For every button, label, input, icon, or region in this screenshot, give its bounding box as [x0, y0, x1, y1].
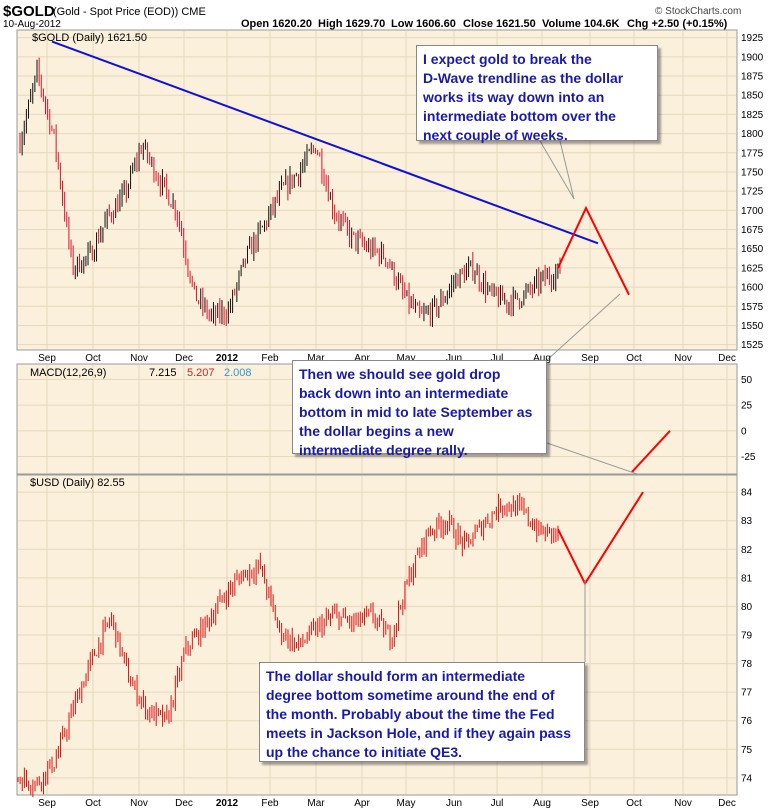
gold-y-tick-label: 1800 [741, 129, 764, 140]
gold-x-tick-label: Sep [38, 353, 56, 364]
usd-x-tick-label: May [397, 798, 416, 809]
macd-callout-pointer-usd [546, 442, 638, 475]
usd-x-tick-label: Oct [626, 798, 642, 809]
gold-x-tick-label: Jun [446, 353, 462, 364]
usd-y-tick-label: 79 [741, 631, 753, 642]
usd-x-tick-label: Aug [533, 798, 551, 809]
usd-panel-title: $USD (Daily) 82.55 [30, 477, 125, 489]
gold-y-tick-label: 1925 [741, 33, 764, 44]
macd-y-tick-label: 0 [741, 426, 747, 437]
macd-value: 7.215 [149, 367, 177, 379]
usd-y-tick-label: 75 [741, 745, 753, 756]
gold-y-tick-label: 1600 [741, 283, 764, 294]
stockcharts-logo: © StockCharts.com [655, 6, 741, 17]
chart-date: 10-Aug-2012 [3, 19, 61, 30]
gold-x-tick-label: Dec [718, 353, 736, 364]
gold-price-bars [19, 57, 561, 328]
macd-y-tick-label: 25 [741, 401, 753, 412]
usd-x-tick-label: Dec [175, 798, 193, 809]
macd-histogram-value: 2.008 [224, 367, 252, 379]
usd-price-bars [17, 493, 559, 798]
gold-annotation-callout: I expect gold to break the D-Wave trendl… [416, 45, 658, 143]
gold-y-tick-label: 1725 [741, 187, 764, 198]
gold-x-tick-label: 2012 [216, 353, 239, 364]
gold-x-tick-label: Nov [130, 353, 148, 364]
usd-y-tick-label: 82 [741, 545, 753, 556]
usd-x-tick-label: Oct [85, 798, 101, 809]
gold-x-tick-label: Sep [581, 353, 599, 364]
chart-description: (Gold - Spot Price (EOD)) CME [53, 6, 206, 18]
gold-y-tick-label: 1575 [741, 302, 764, 313]
quote-open: Open 1620.20 [241, 18, 312, 30]
usd-annotation-callout: The dollar should form an intermediate d… [259, 662, 585, 762]
usd-y-tick-label: 84 [741, 488, 753, 499]
quote-high: High 1629.70 [318, 18, 385, 30]
gold-x-tick-label: May [397, 353, 416, 364]
trend-overlays [51, 40, 644, 662]
macd-y-tick-label: -25 [741, 452, 756, 463]
quote-change: Chg +2.50 (+0.15%) [627, 18, 728, 30]
gold-x-tick-label: Dec [175, 353, 193, 364]
gold-y-tick-label: 1675 [741, 225, 764, 236]
gold-y-tick-label: 1700 [741, 206, 764, 217]
gold-y-tick-label: 1850 [741, 91, 764, 102]
d-wave-trendline [51, 40, 599, 245]
macd-projection-line [631, 430, 671, 473]
gold-y-tick-label: 1750 [741, 167, 764, 178]
gold-x-tick-label: Feb [261, 353, 279, 364]
gold-x-tick-label: Apr [354, 353, 370, 364]
gold-y-tick-label: 1625 [741, 263, 764, 274]
gold-x-tick-label: Oct [85, 353, 101, 364]
usd-x-tick-label: Nov [130, 798, 148, 809]
gold-callout-pointer [539, 140, 575, 200]
gold-x-tick-label: Nov [674, 353, 692, 364]
usd-y-tick-label: 81 [741, 573, 753, 584]
macd-signal-value: 5.207 [187, 367, 215, 379]
usd-x-tick-label: Apr [354, 798, 370, 809]
gold-x-tick-label: Jul [491, 353, 504, 364]
macd-panel-title: MACD(12,26,9) [30, 367, 106, 379]
usd-x-tick-label: Sep [581, 798, 599, 809]
gold-y-tick-label: 1825 [741, 110, 764, 121]
usd-y-tick-label: 76 [741, 716, 753, 727]
gold-x-tick-label: Mar [307, 353, 325, 364]
chart-symbol: $GOLD [3, 3, 55, 20]
usd-x-tick-label: Jun [446, 798, 462, 809]
quote-volume: Volume 104.6K [542, 18, 619, 30]
gold-x-tick-label: Aug [533, 353, 551, 364]
gold-callout-pointer [559, 140, 575, 200]
quote-low: Low 1606.60 [391, 18, 456, 30]
axis-labels: Sep Sep Oct Oct Nov Nov Dec Dec 2012 2012 Feb Feb Ma… [38, 33, 764, 809]
macd-annotation-callout: Then we should see gold drop back down i… [292, 360, 547, 458]
usd-x-tick-label: Dec [718, 798, 736, 809]
usd-y-tick-label: 77 [741, 688, 753, 699]
usd-x-tick-label: 2012 [216, 798, 239, 809]
macd-y-tick-label: 50 [741, 375, 753, 386]
gold-y-tick-label: 1900 [741, 52, 764, 63]
macd-lines [631, 430, 671, 473]
usd-x-tick-label: Feb [261, 798, 279, 809]
gold-projection-line [557, 205, 630, 296]
usd-x-tick-label: Nov [674, 798, 692, 809]
gold-y-tick-label: 1875 [741, 72, 764, 83]
usd-y-tick-label: 83 [741, 516, 753, 527]
gold-y-tick-label: 1525 [741, 340, 764, 351]
usd-x-tick-label: Jul [491, 798, 504, 809]
gold-panel-title: $GOLD (Daily) 1621.50 [32, 32, 147, 44]
gold-x-tick-label: Oct [626, 353, 642, 364]
usd-y-tick-label: 80 [741, 602, 753, 613]
gold-y-tick-label: 1650 [741, 244, 764, 255]
usd-y-tick-label: 74 [741, 773, 753, 784]
usd-x-tick-label: Sep [38, 798, 56, 809]
usd-y-tick-label: 78 [741, 659, 753, 670]
quote-close: Close 1621.50 [463, 18, 536, 30]
macd-callout-pointer-gold [546, 293, 621, 361]
gold-y-tick-label: 1550 [741, 321, 764, 332]
usd-x-tick-label: Mar [307, 798, 325, 809]
gold-y-tick-label: 1775 [741, 148, 764, 159]
